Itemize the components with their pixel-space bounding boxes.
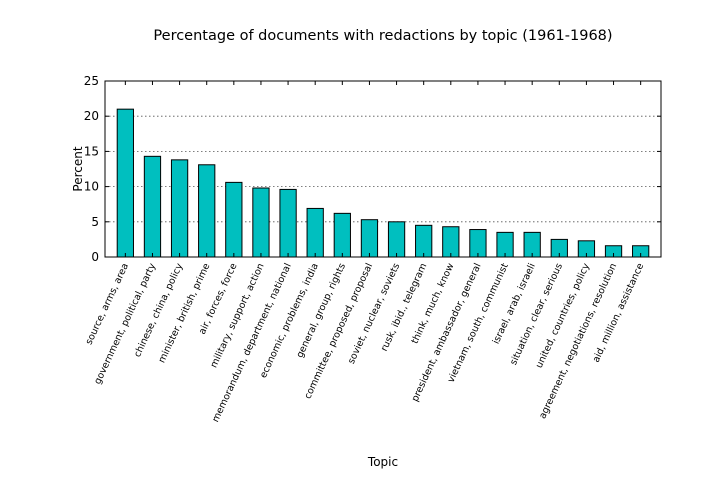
y-tick-label: 20 bbox=[84, 109, 99, 123]
chart-title: Percentage of documents with redactions … bbox=[153, 28, 612, 44]
x-tick-label: chinese, china, policy bbox=[132, 261, 185, 359]
y-tick-label: 5 bbox=[91, 215, 99, 229]
bar bbox=[170, 159, 189, 258]
x-tick-label: general, group, rights bbox=[295, 262, 349, 360]
x-tick-label: minister, british, prime bbox=[157, 261, 213, 364]
bar bbox=[143, 155, 162, 258]
bar bbox=[442, 226, 460, 258]
bar bbox=[387, 221, 406, 258]
plot-frame bbox=[104, 80, 662, 258]
y-tick-label: 25 bbox=[84, 74, 99, 88]
bar bbox=[252, 187, 270, 258]
gridlines bbox=[105, 115, 661, 223]
bar bbox=[116, 108, 134, 258]
x-tick-label: soviet, nuclear, soviets bbox=[346, 262, 402, 366]
bar bbox=[198, 164, 216, 258]
bar bbox=[279, 188, 297, 258]
bar bbox=[415, 224, 433, 258]
y-axis-label: Percent bbox=[71, 146, 85, 191]
bars bbox=[116, 108, 650, 258]
bar bbox=[306, 207, 324, 258]
bar bbox=[469, 229, 487, 258]
bar bbox=[225, 181, 243, 258]
x-tick-label: situation, clear, serious bbox=[508, 262, 565, 367]
y-tick-label: 15 bbox=[84, 144, 99, 158]
bar bbox=[333, 212, 351, 258]
x-tick-label: aid, million, assistance bbox=[591, 261, 647, 364]
y-axis-ticks: 0 5 10 15 20 25 bbox=[84, 74, 661, 264]
x-axis-label: Topic bbox=[367, 455, 398, 469]
bar bbox=[360, 219, 379, 258]
y-tick-label: 10 bbox=[84, 180, 99, 194]
y-tick-label: 0 bbox=[91, 250, 99, 264]
